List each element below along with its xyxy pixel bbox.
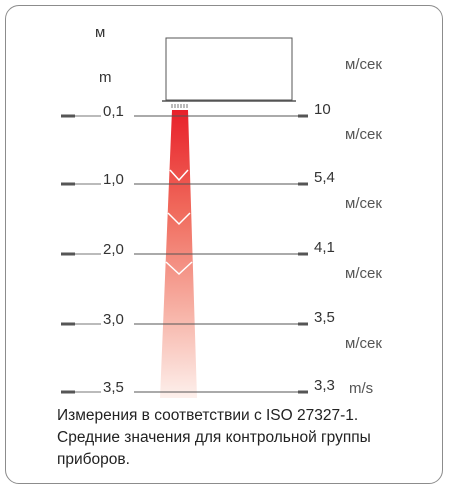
speed-unit-2: м/сек (345, 195, 382, 212)
level-marker-lines (75, 115, 101, 393)
left-unit-en: m (99, 69, 112, 86)
speed-unit-5: m/s (349, 380, 374, 393)
note-line-0: Измерения в соответствии с ISO 27327-1. (57, 407, 359, 424)
note-line-1: Средние значения для контрольной группы (57, 429, 371, 446)
flow-chevrons (165, 169, 193, 276)
speed-unit-1: м/сек (345, 126, 382, 143)
measurement-note: Измерения в соответствии с ISO 27327-1. … (57, 405, 437, 471)
level-markers (61, 114, 308, 394)
speed-label-0: 10 (314, 101, 331, 118)
height-label-3: 3,0 (103, 311, 124, 328)
height-label-4: 3,5 (103, 379, 124, 396)
speed-label-4: 3,3 (314, 377, 335, 394)
speed-label-2: 4,1 (314, 239, 335, 256)
height-label-1: 1,0 (103, 171, 124, 188)
speed-unit-4: м/сек (345, 335, 382, 352)
device-nozzle (171, 104, 188, 108)
note-line-2: приборов. (57, 451, 130, 468)
speed-label-3: 3,5 (314, 309, 335, 326)
left-unit-ru: м (95, 24, 106, 41)
device-box (165, 37, 293, 101)
height-label-0: 0,1 (103, 103, 124, 120)
speed-label-1: 5,4 (314, 169, 335, 186)
speed-unit-0: м/сек (345, 56, 382, 73)
height-label-2: 2,0 (103, 241, 124, 258)
speed-unit-3: м/сек (345, 265, 382, 282)
level-lines (134, 115, 300, 393)
